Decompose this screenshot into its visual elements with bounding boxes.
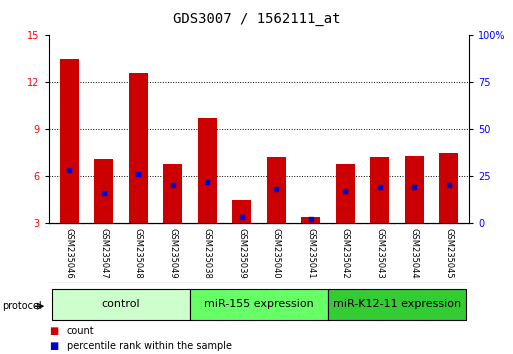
Text: percentile rank within the sample: percentile rank within the sample [67, 341, 232, 351]
Text: miR-155 expression: miR-155 expression [204, 299, 314, 309]
Bar [163, 164, 182, 223]
Bar [232, 200, 251, 223]
Bar [129, 73, 148, 223]
Text: GSM235039: GSM235039 [238, 228, 246, 279]
Text: ■: ■ [49, 341, 58, 351]
Text: GSM235038: GSM235038 [203, 228, 212, 279]
Point [100, 190, 108, 196]
Text: GSM235049: GSM235049 [168, 228, 177, 279]
Point [445, 183, 453, 188]
Bar [336, 164, 355, 223]
Point [272, 187, 281, 192]
Bar [190, 289, 328, 320]
Text: GSM235045: GSM235045 [444, 228, 453, 279]
Text: ■: ■ [49, 326, 58, 336]
Text: miR-K12-11 expression: miR-K12-11 expression [333, 299, 461, 309]
Point [169, 183, 177, 188]
Text: GSM235041: GSM235041 [306, 228, 315, 279]
Point [134, 171, 143, 177]
Point [376, 184, 384, 190]
Bar [94, 159, 113, 223]
Bar [198, 118, 217, 223]
Text: GDS3007 / 1562111_at: GDS3007 / 1562111_at [173, 12, 340, 27]
Text: GSM235043: GSM235043 [375, 228, 384, 279]
Point [238, 215, 246, 220]
Bar [52, 289, 190, 320]
Text: GSM235048: GSM235048 [134, 228, 143, 279]
Text: count: count [67, 326, 94, 336]
Text: GSM235047: GSM235047 [100, 228, 108, 279]
Point [307, 216, 315, 222]
Text: GSM235046: GSM235046 [65, 228, 74, 279]
Text: GSM235044: GSM235044 [410, 228, 419, 279]
Bar [405, 156, 424, 223]
Text: GSM235040: GSM235040 [272, 228, 281, 279]
Bar [370, 157, 389, 223]
Bar [60, 59, 79, 223]
Bar [328, 289, 466, 320]
Text: GSM235042: GSM235042 [341, 228, 350, 279]
Bar [439, 153, 458, 223]
Point [341, 188, 349, 194]
Text: control: control [102, 299, 141, 309]
Point [203, 179, 211, 184]
Point [410, 184, 418, 190]
Point [65, 168, 73, 173]
Bar [267, 157, 286, 223]
Text: protocol: protocol [3, 301, 42, 311]
Bar [301, 217, 320, 223]
